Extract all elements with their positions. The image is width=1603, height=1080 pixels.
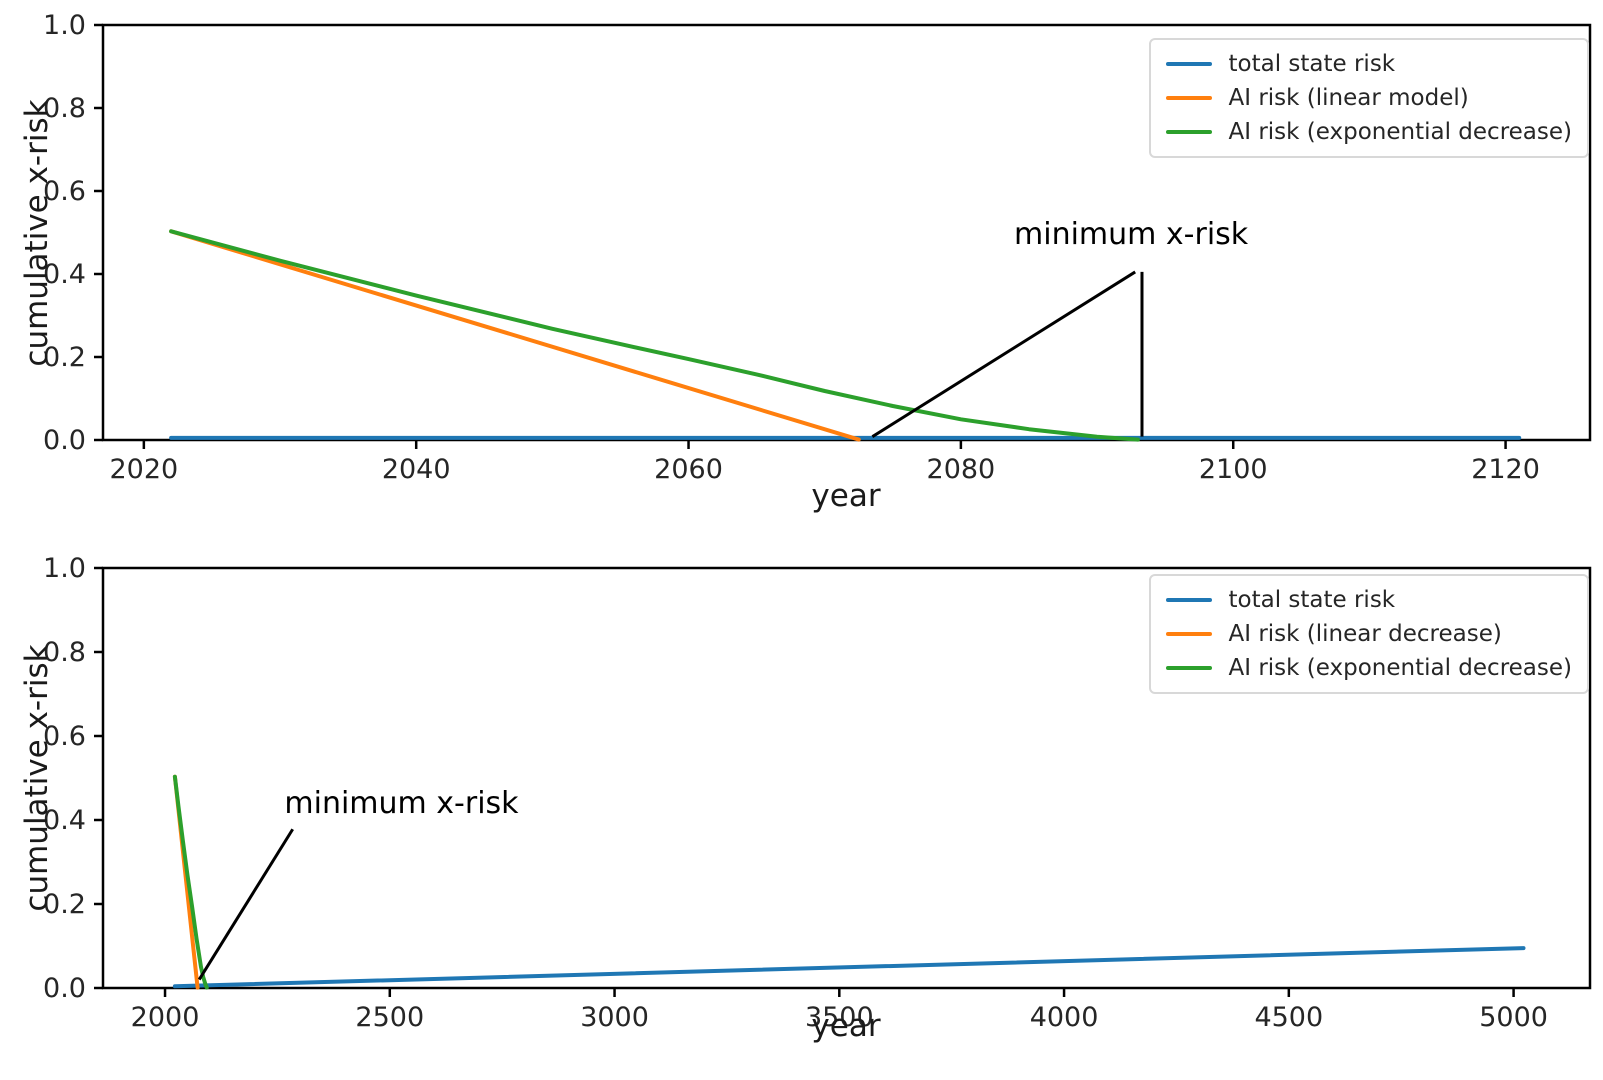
top-plot-area: 2020 2040 2060 2080 2100 2120 0.0 0.2 0.4 0.6 0.8 1… (43, 10, 1592, 485)
y-tick-label: 1.0 (43, 10, 86, 41)
axes-frame (101, 23, 1592, 442)
x-tick-label: 5000 (1479, 1002, 1548, 1033)
axes-frame (101, 566, 1592, 990)
annotation-arrow (197, 828, 294, 981)
bottom-x-axis-label: year (811, 1008, 881, 1044)
legend-item: total state risk (1165, 587, 1573, 613)
annotation-arrow (871, 270, 1136, 438)
x-tick-label: 4000 (1030, 1002, 1099, 1033)
legend-line-swatch (1165, 96, 1212, 100)
legend-item-label: AI risk (exponential decrease) (1228, 655, 1573, 681)
x-tick-label: 3000 (580, 1002, 649, 1033)
x-tick-label: 3500 (805, 1002, 874, 1033)
legend-item: AI risk (exponential decrease) (1165, 655, 1573, 681)
x-tick-label: 2060 (654, 454, 723, 485)
legend-item: AI risk (linear model) (1165, 85, 1573, 111)
x-tick-label: 2040 (382, 454, 451, 485)
x-tick-label: 2000 (131, 1002, 200, 1033)
legend-line-swatch (1165, 632, 1212, 636)
series-line-total-state-risk (172, 946, 1526, 989)
y-tick-label: 0.0 (43, 973, 86, 1004)
bottom-plot-area: 2000 2500 3000 3500 4000 4500 5000 0.0 0.2 0.4 0.6… (43, 553, 1592, 1033)
legend-item-label: AI risk (exponential decrease) (1228, 119, 1573, 145)
series-line-ai-risk-exponential-decrease- (172, 774, 209, 990)
x-tick-label: 2080 (927, 454, 996, 485)
y-tick-label: 0.4 (43, 805, 86, 836)
y-tick-label: 0.6 (43, 176, 86, 207)
bottom-y-axis-label: cumulative x-risk (19, 644, 55, 912)
top-y-axis-label: cumulative x-risk (19, 99, 55, 367)
y-tick-label: 0.0 (43, 425, 86, 456)
legend-item-label: AI risk (linear model) (1228, 85, 1469, 111)
y-tick-label: 1.0 (43, 553, 86, 584)
legend-line-swatch (1165, 598, 1212, 602)
legend-item: total state risk (1165, 51, 1573, 77)
legend-item-label: AI risk (linear decrease) (1228, 621, 1502, 647)
top-legend: total state risk AI risk (linear model) … (1148, 38, 1589, 158)
y-tick-label: 0.6 (43, 721, 86, 752)
bottom-annotation-text: minimum x-risk (284, 785, 519, 821)
y-tick-label: 0.2 (43, 342, 86, 373)
series-line-ai-risk-exponential-decrease- (169, 229, 1140, 442)
y-tick-label: 0.8 (43, 93, 86, 124)
legend-item-label: total state risk (1228, 51, 1396, 77)
x-tick-label: 2120 (1471, 454, 1540, 485)
series-line-ai-risk-linear-model- (169, 229, 861, 442)
bottom-legend: total state risk AI risk (linear decreas… (1148, 574, 1589, 694)
legend-line-swatch (1165, 130, 1212, 134)
x-tick-label: 2100 (1199, 454, 1268, 485)
legend-item: AI risk (exponential decrease) (1165, 119, 1573, 145)
y-tick-label: 0.2 (43, 889, 86, 920)
legend-item: AI risk (linear decrease) (1165, 621, 1573, 647)
x-tick-label: 2020 (109, 454, 178, 485)
top-annotation-text: minimum x-risk (1014, 217, 1249, 253)
top-x-axis-label: year (811, 478, 881, 514)
legend-line-swatch (1165, 666, 1212, 670)
y-tick-label: 0.4 (43, 259, 86, 290)
y-tick-label: 0.8 (43, 637, 86, 668)
legend-item-label: total state risk (1228, 587, 1396, 613)
x-tick-label: 4500 (1254, 1002, 1323, 1033)
x-tick-label: 2500 (355, 1002, 424, 1033)
legend-line-swatch (1165, 62, 1212, 66)
